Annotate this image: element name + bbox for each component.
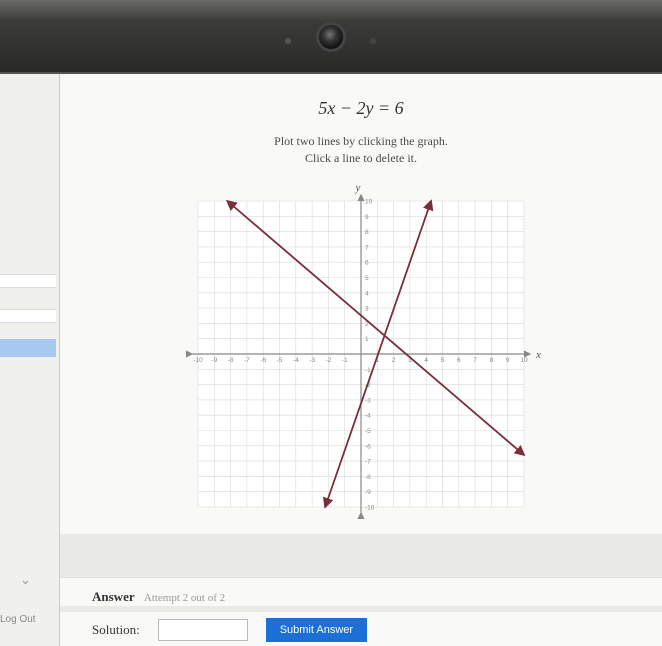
equation-text: 5x − 2y = 6 [84,98,638,119]
instruction-line: Plot two lines by clicking the graph. [84,133,638,150]
graph-container: -10 -9 -8 -7 -6 -5 -4 -3 -2 -1 1 2 3 4 5 6 7 8 9 10 -10 -9 -8 -… [84,179,638,534]
svg-text:-10: -10 [365,504,375,511]
svg-text:10: 10 [520,357,528,364]
sidebar-item-active[interactable] [0,339,56,357]
screen-area: ⌄ Log Out 5x − 2y = 6 Plot two lines by … [0,74,662,646]
answer-heading: Answer [92,589,135,604]
submit-answer-button[interactable]: Submit Answer [266,618,367,642]
svg-text:-1: -1 [365,366,371,373]
svg-text:-3: -3 [309,357,315,364]
solution-row: Solution: Submit Answer [60,612,662,646]
svg-text:y: y [355,182,361,194]
svg-text:7: 7 [473,357,477,364]
svg-text:-9: -9 [211,357,217,364]
bezel-dot [285,38,291,44]
svg-text:-5: -5 [277,357,283,364]
svg-text:8: 8 [490,357,494,364]
svg-text:-9: -9 [365,489,371,496]
svg-text:-6: -6 [365,443,371,450]
instruction-line: Click a line to delete it. [84,150,638,167]
svg-text:4: 4 [424,357,428,364]
svg-text:5: 5 [441,357,445,364]
svg-text:9: 9 [365,213,369,220]
solution-label: Solution: [92,622,140,638]
svg-text:1: 1 [365,336,369,343]
svg-text:8: 8 [365,229,369,236]
svg-text:2: 2 [392,357,396,364]
left-sidebar: ⌄ Log Out [0,74,60,646]
svg-text:-1: -1 [342,357,348,364]
svg-text:-8: -8 [365,473,371,480]
svg-text:-3: -3 [365,397,371,404]
solution-input[interactable] [158,619,248,641]
svg-text:5: 5 [365,275,369,282]
attempt-counter: Attempt 2 out of 2 [144,592,225,604]
answer-section: Answer Attempt 2 out of 2 [60,577,662,606]
sidebar-item[interactable] [0,309,56,323]
svg-text:6: 6 [457,357,461,364]
svg-text:-8: -8 [228,357,234,364]
coordinate-graph[interactable]: -10 -9 -8 -7 -6 -5 -4 -3 -2 -1 1 2 3 4 5 6 7 8 9 10 -10 -9 -8 -… [176,179,546,529]
svg-text:-6: -6 [260,357,266,364]
svg-text:-4: -4 [293,357,299,364]
webcam-icon [316,22,346,52]
svg-text:-10: -10 [193,357,203,364]
chevron-down-icon[interactable]: ⌄ [20,572,31,588]
svg-text:-2: -2 [326,357,332,364]
svg-text:3: 3 [365,305,369,312]
svg-text:-7: -7 [244,357,250,364]
svg-text:7: 7 [365,244,369,251]
logout-link[interactable]: Log Out [0,614,36,625]
svg-text:6: 6 [365,259,369,266]
svg-text:4: 4 [365,290,369,297]
svg-text:x: x [535,349,541,361]
svg-text:-7: -7 [365,458,371,465]
svg-text:10: 10 [365,198,373,205]
bezel-dot [370,38,376,44]
svg-text:9: 9 [506,357,510,364]
sidebar-item[interactable] [0,274,56,288]
laptop-bezel [0,0,662,74]
svg-text:-5: -5 [365,428,371,435]
svg-text:-4: -4 [365,412,371,419]
main-content: 5x − 2y = 6 Plot two lines by clicking t… [60,74,662,534]
